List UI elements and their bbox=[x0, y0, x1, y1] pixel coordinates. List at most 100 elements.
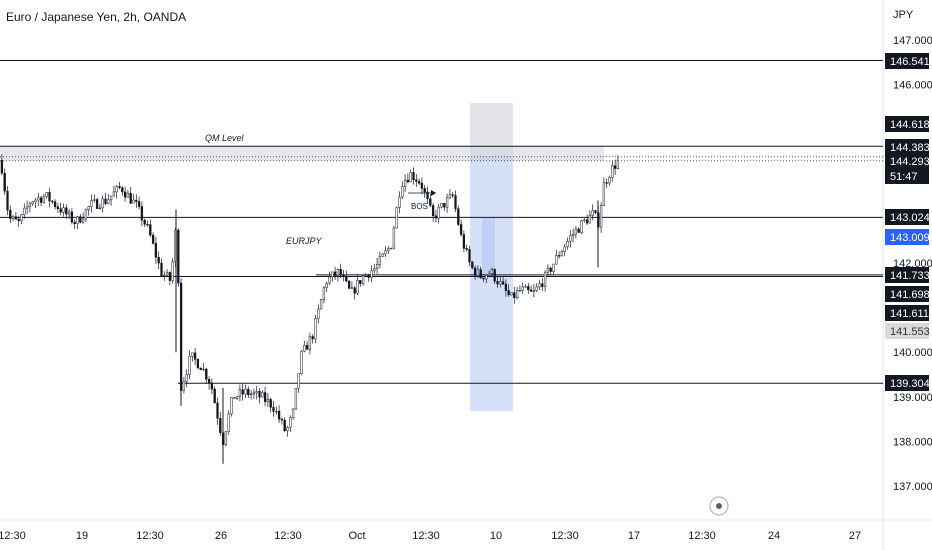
candle-bear bbox=[529, 289, 533, 292]
price-tag: 51:47 bbox=[885, 168, 929, 184]
candle-bull bbox=[112, 191, 116, 197]
candles-group bbox=[0, 154, 620, 464]
candle-bear bbox=[339, 268, 342, 276]
price-tag: 141.733 bbox=[885, 267, 930, 283]
candle-bull bbox=[543, 271, 547, 287]
candle-bear bbox=[367, 274, 370, 278]
candle-bull bbox=[308, 336, 312, 350]
candle-bear bbox=[471, 261, 474, 269]
price-tag: 146.541 bbox=[885, 53, 930, 69]
candle-bear bbox=[210, 382, 214, 390]
candle-bull bbox=[11, 216, 15, 219]
x-tick-label: 17 bbox=[628, 530, 640, 542]
candle-bear bbox=[247, 388, 250, 395]
candle-bear bbox=[342, 275, 345, 277]
bos-arrow-head bbox=[431, 190, 436, 196]
candle-bull bbox=[445, 197, 449, 208]
price-tag-label: 144.293 bbox=[890, 156, 930, 168]
candle-bear bbox=[48, 192, 51, 202]
candle-bull bbox=[448, 194, 452, 199]
candle-bull bbox=[521, 286, 524, 291]
candle-bull bbox=[255, 391, 258, 394]
candle-bull bbox=[487, 273, 491, 276]
candle-bull bbox=[611, 165, 614, 178]
candle-bull bbox=[244, 388, 247, 395]
candle-bear bbox=[39, 197, 43, 203]
candle-bull bbox=[81, 218, 85, 223]
candle-bear bbox=[157, 257, 160, 264]
price-tag-label: 51:47 bbox=[890, 171, 918, 183]
candle-bear bbox=[434, 215, 438, 219]
candle-bear bbox=[160, 262, 163, 277]
candle-bull bbox=[395, 207, 398, 229]
candle-bull bbox=[566, 240, 569, 248]
candle-bull bbox=[322, 287, 326, 300]
candle-bear bbox=[359, 280, 362, 284]
price-tag-bg bbox=[885, 323, 929, 339]
candle-bear bbox=[193, 352, 197, 360]
candle-bear bbox=[345, 276, 348, 282]
price-tag: 144.293 bbox=[885, 153, 930, 169]
candle-bull bbox=[370, 270, 373, 278]
candle-bull bbox=[591, 210, 594, 216]
candle-bear bbox=[311, 336, 314, 340]
candle-bull bbox=[34, 199, 37, 203]
candle-bull bbox=[563, 246, 566, 252]
candle-bull bbox=[171, 261, 174, 281]
candle-bear bbox=[199, 367, 202, 371]
annotation-symbol: EURJPY bbox=[286, 236, 323, 246]
candle-bull bbox=[101, 198, 104, 209]
candle-bear bbox=[549, 267, 552, 272]
candle-bull bbox=[485, 275, 488, 280]
candle-bear bbox=[65, 207, 68, 215]
candle-bear bbox=[233, 397, 236, 399]
candle-bull bbox=[515, 290, 519, 299]
scroll-to-realtime-button[interactable] bbox=[709, 496, 729, 516]
candle-bull bbox=[490, 269, 494, 275]
x-tick-label: 27 bbox=[849, 530, 861, 542]
x-tick-label: 19 bbox=[76, 530, 88, 542]
candle-bull bbox=[317, 308, 320, 319]
price-tag-label: 141.611 bbox=[890, 308, 929, 320]
candle-bear bbox=[79, 216, 82, 223]
candle-bear bbox=[146, 224, 149, 226]
price-tag-bg bbox=[885, 267, 929, 283]
candle-bear bbox=[496, 280, 499, 285]
candle-bear bbox=[353, 287, 356, 294]
candle-bull bbox=[42, 196, 46, 203]
candle-bear bbox=[283, 419, 286, 431]
candle-bull bbox=[499, 281, 502, 285]
price-tag-label: 143.009 bbox=[890, 232, 930, 244]
price-tag-bg bbox=[885, 139, 929, 155]
candle-bear bbox=[118, 186, 121, 188]
candle-bull bbox=[182, 381, 186, 391]
candle-bear bbox=[462, 234, 466, 249]
candle-bull bbox=[235, 396, 239, 399]
gray-supply-zone bbox=[470, 103, 513, 161]
price-tag-label: 144.618 bbox=[890, 119, 930, 131]
candle-bear bbox=[263, 392, 267, 402]
annotation-qm-level: QM Level bbox=[205, 133, 245, 143]
candle-bull bbox=[84, 209, 88, 220]
candle-bull bbox=[616, 159, 620, 169]
candle-bear bbox=[613, 165, 617, 169]
price-tag-label: 139.304 bbox=[890, 378, 930, 390]
price-tag-label: 141.733 bbox=[890, 270, 930, 282]
y-tick-label: 137.000 bbox=[893, 481, 932, 493]
candle-bull bbox=[440, 202, 443, 208]
candle-bear bbox=[140, 206, 144, 221]
x-tick-label: 12:30 bbox=[136, 530, 164, 542]
candle-bull bbox=[202, 368, 205, 371]
candle-bear bbox=[207, 379, 211, 384]
candle-bear bbox=[585, 219, 589, 224]
candle-bull bbox=[602, 182, 606, 206]
candle-bear bbox=[426, 191, 429, 200]
candle-bear bbox=[168, 272, 172, 281]
price-tag-bg bbox=[885, 305, 929, 321]
price-tag-bg bbox=[885, 286, 929, 302]
x-tick-label: Oct bbox=[348, 530, 365, 542]
candle-bear bbox=[196, 359, 200, 369]
candle-bull bbox=[375, 264, 379, 269]
